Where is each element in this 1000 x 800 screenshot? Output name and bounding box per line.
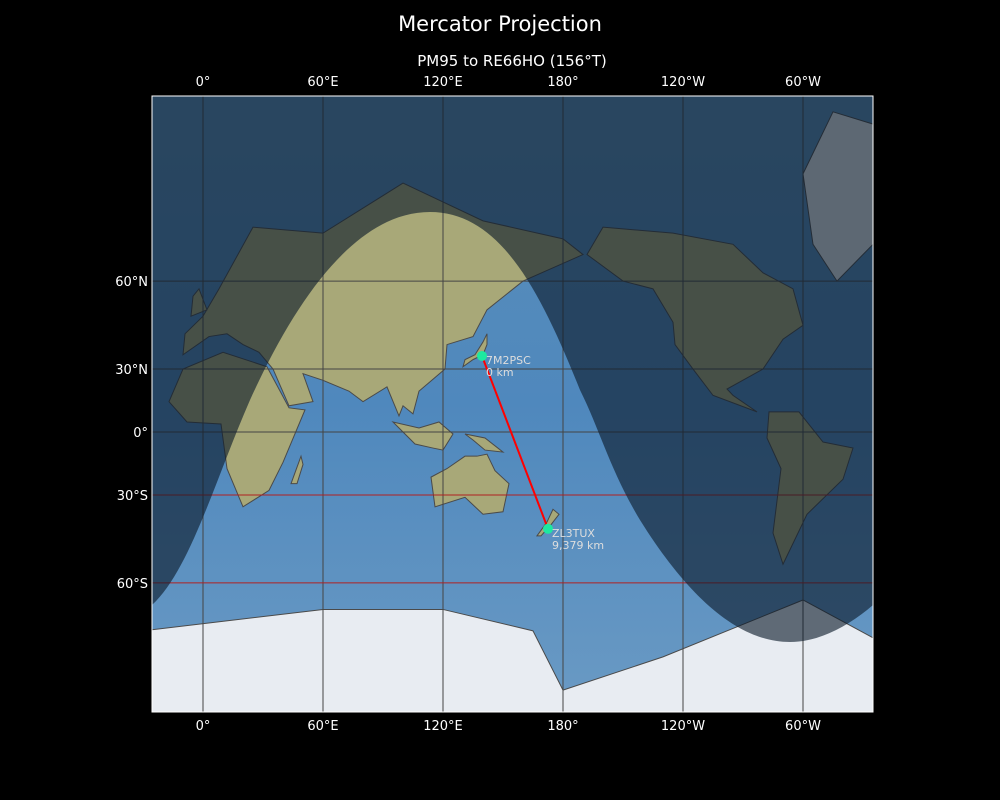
great-circle-path (481, 355, 549, 530)
lat-tick-label: 0° (133, 426, 148, 441)
top-lon-tick-label: 60°W (785, 75, 821, 90)
lat-tick-label: 60°N (115, 275, 148, 290)
land-madagascar (290, 454, 304, 485)
map-subtitle: PM95 to RE66HO (156°T) (417, 52, 607, 70)
bottom-lon-tick-label: 120°E (423, 719, 463, 734)
land-newguinea (464, 433, 505, 453)
station-callsign: 7M2PSC (486, 354, 531, 367)
land-antarctica (152, 599, 873, 712)
bottom-lon-tick-label: 60°E (307, 719, 338, 734)
map-frame (151, 95, 874, 713)
lat-tick-label: 30°N (115, 363, 148, 378)
top-lon-tick-label: 120°E (423, 75, 463, 90)
top-lon-tick-label: 180° (547, 75, 578, 90)
bottom-lon-tick-label: 0° (196, 719, 211, 734)
station-marker[interactable] (543, 523, 553, 534)
lat-tick-label: 30°S (117, 489, 148, 504)
top-lon-tick-label: 0° (196, 75, 211, 90)
station-distance: 0 km (486, 366, 514, 379)
bottom-lon-tick-label: 120°W (661, 719, 705, 734)
station-marker[interactable] (477, 350, 487, 361)
station-callsign: ZL3TUX (552, 527, 595, 540)
night-shading (152, 96, 873, 642)
map-title: Mercator Projection (398, 12, 602, 36)
land-indonesia (391, 421, 454, 451)
top-lon-tick-label: 120°W (661, 75, 705, 90)
bottom-lon-tick-label: 60°W (785, 719, 821, 734)
station-distance: 9,379 km (552, 539, 604, 552)
land-newzealand (536, 508, 560, 537)
lat-tick-label: 60°S (117, 577, 148, 592)
land-australia (430, 453, 510, 515)
bottom-lon-tick-label: 180° (547, 719, 578, 734)
top-lon-tick-label: 60°E (307, 75, 338, 90)
land-japan (462, 333, 488, 368)
